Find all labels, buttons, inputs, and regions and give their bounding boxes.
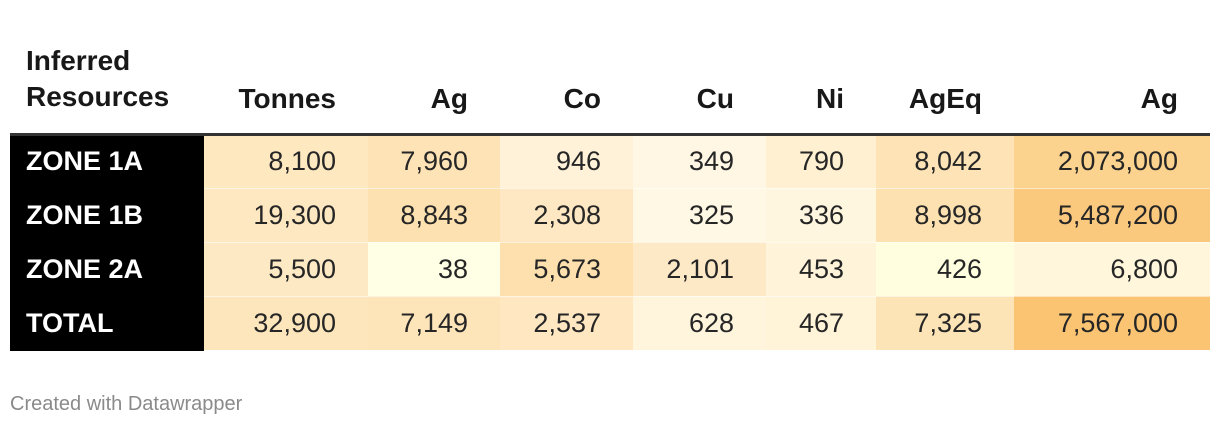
column-header: Co — [500, 0, 633, 136]
table-cell: 2,308 — [500, 188, 633, 243]
table-cell: 453 — [766, 242, 876, 297]
table-cell: 426 — [876, 242, 1014, 297]
table-cell: 7,325 — [876, 296, 1014, 351]
table-cell: 790 — [766, 134, 876, 189]
table-cell: 8,843 — [368, 188, 500, 243]
table-cell: 628 — [633, 296, 766, 351]
row-label: ZONE 1B — [10, 188, 204, 243]
table-cell: 8,998 — [876, 188, 1014, 243]
header-row: Inferred Resources Tonnes Ag Co Cu Ni AgEq Ag — [10, 0, 1210, 136]
data-table-container: Inferred Resources Tonnes Ag Co Cu Ni AgEq Ag Z… — [10, 0, 1210, 351]
table-row: ZONE 2A 5,500 38 5,673 2,101 453 426 6,800 — [10, 242, 1210, 297]
table-cell: 7,149 — [368, 296, 500, 351]
table-row: TOTAL 32,900 7,149 2,537 628 467 7,325 7,567,00… — [10, 296, 1210, 351]
table-cell: 5,673 — [500, 242, 633, 297]
table-cell: 2,073,000 — [1014, 134, 1210, 189]
row-label: TOTAL — [10, 296, 204, 351]
row-label: ZONE 2A — [10, 242, 204, 297]
table-cell: 946 — [500, 134, 633, 189]
table-cell: 349 — [633, 134, 766, 189]
column-header: Cu — [633, 0, 766, 136]
table-cell: 8,100 — [204, 134, 368, 189]
column-header: Ag — [368, 0, 500, 136]
column-header: Ni — [766, 0, 876, 136]
row-label: ZONE 1A — [10, 134, 204, 189]
column-header: Ag — [1014, 0, 1210, 136]
table-cell: 19,300 — [204, 188, 368, 243]
table-cell: 336 — [766, 188, 876, 243]
column-header-label: Inferred Resources — [10, 0, 204, 136]
table-cell: 5,487,200 — [1014, 188, 1210, 243]
table-row: ZONE 1A 8,100 7,960 946 349 790 8,042 2,073,000 — [10, 134, 1210, 189]
table-row: ZONE 1B 19,300 8,843 2,308 325 336 8,998 5,487,… — [10, 188, 1210, 243]
table-cell: 325 — [633, 188, 766, 243]
table-cell: 5,500 — [204, 242, 368, 297]
table-cell: 7,960 — [368, 134, 500, 189]
table-cell: 32,900 — [204, 296, 368, 351]
table-cell: 6,800 — [1014, 242, 1210, 297]
table-cell: 2,101 — [633, 242, 766, 297]
table-cell: 7,567,000 — [1014, 296, 1210, 351]
footer-credit: Created with Datawrapper — [10, 393, 243, 415]
table-body: ZONE 1A 8,100 7,960 946 349 790 8,042 2,073,000… — [10, 134, 1210, 351]
table-cell: 38 — [368, 242, 500, 297]
resources-table: Inferred Resources Tonnes Ag Co Cu Ni AgEq Ag Z… — [10, 0, 1210, 351]
column-header: AgEq — [876, 0, 1014, 136]
table-cell: 8,042 — [876, 134, 1014, 189]
table-cell: 2,537 — [500, 296, 633, 351]
column-header: Tonnes — [204, 0, 368, 136]
table-cell: 467 — [766, 296, 876, 351]
